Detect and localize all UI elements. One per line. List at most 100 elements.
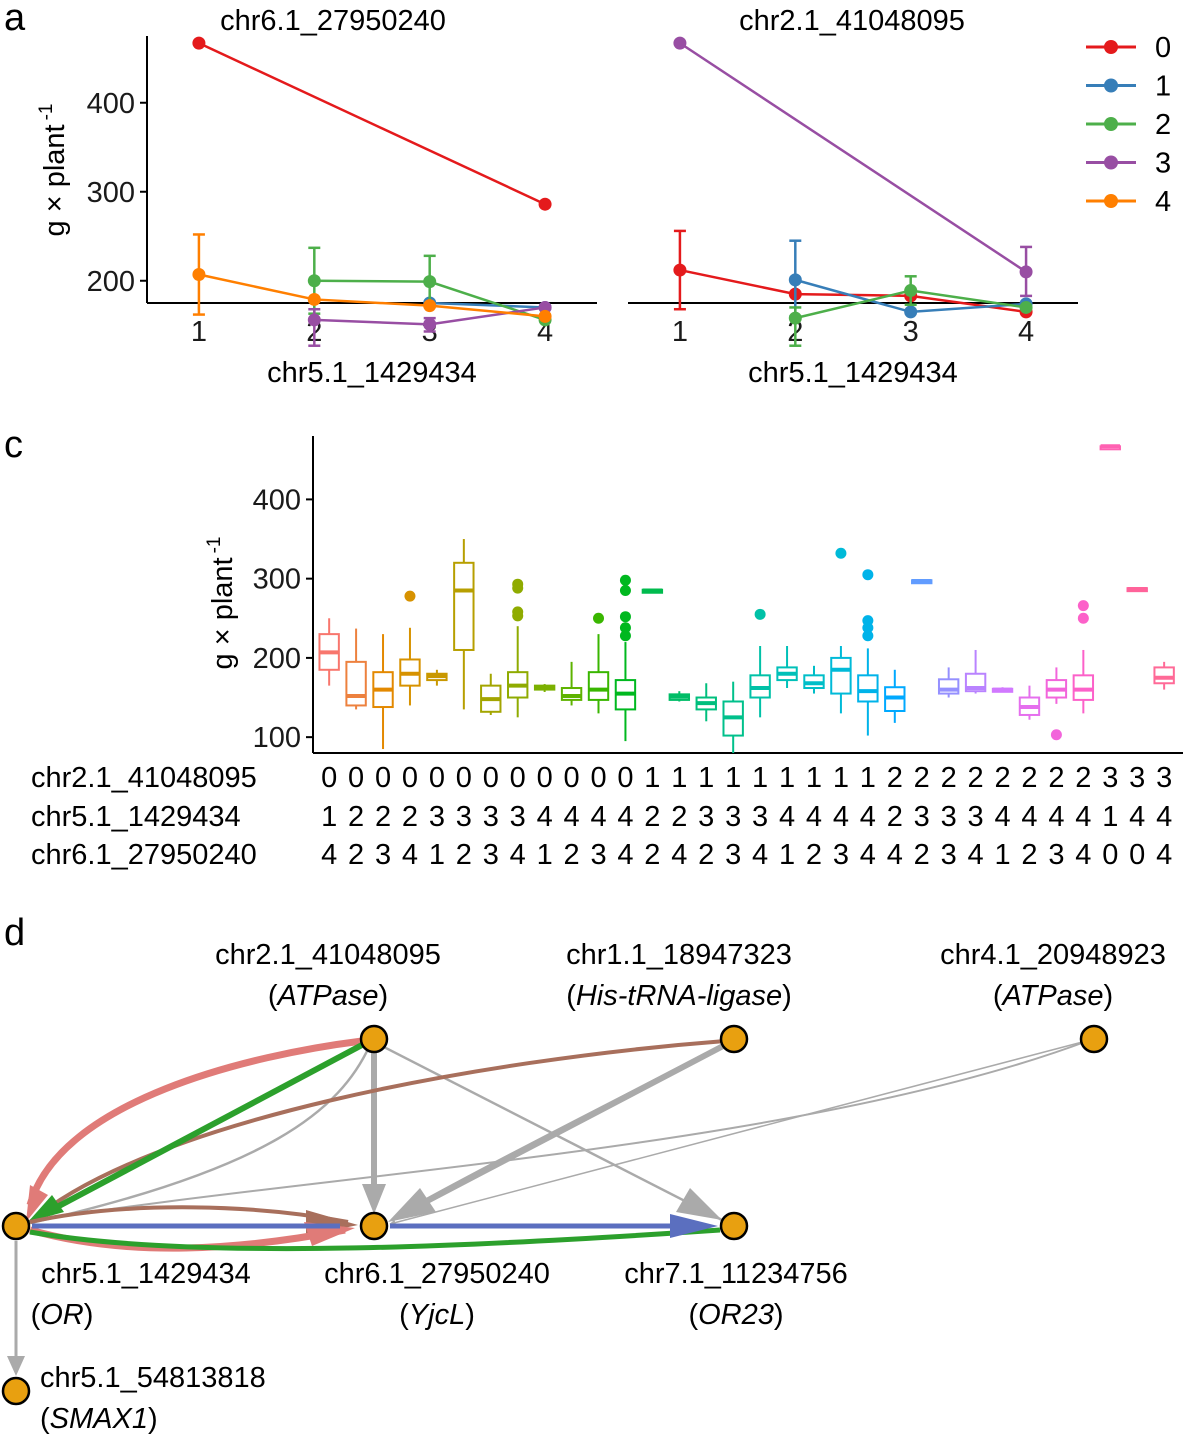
genotype-code: 4 bbox=[617, 801, 633, 833]
genotype-code: 1 bbox=[429, 839, 445, 871]
genotype-code: 3 bbox=[483, 801, 499, 833]
panel-a-left-axes bbox=[146, 36, 597, 304]
genotype-code: 3 bbox=[1129, 762, 1145, 794]
data-point-0 bbox=[192, 36, 206, 50]
legend-key-dot bbox=[1104, 155, 1118, 170]
panel-a-right-series bbox=[673, 36, 1033, 347]
genotype-code: 3 bbox=[1102, 762, 1118, 794]
genotype-code: 2 bbox=[644, 801, 660, 833]
genotype-code: 1 bbox=[1102, 801, 1118, 833]
y-tick-label: 100 bbox=[253, 722, 301, 754]
legend-label: 0 bbox=[1155, 32, 1171, 64]
genotype-code: 0 bbox=[617, 762, 633, 794]
genotype-code: 1 bbox=[779, 762, 795, 794]
panel-c-boxes bbox=[318, 444, 1175, 753]
data-point-1 bbox=[788, 273, 802, 287]
genotype-code: 4 bbox=[402, 839, 418, 871]
ylabel-sup: -1 bbox=[36, 104, 57, 121]
outlier-point bbox=[593, 612, 605, 624]
genotype-code: 3 bbox=[725, 801, 741, 833]
genotype-code: 4 bbox=[779, 801, 795, 833]
data-point-4 bbox=[307, 292, 321, 306]
genotype-code: 0 bbox=[429, 762, 445, 794]
genotype-code: 1 bbox=[994, 839, 1010, 871]
genotype-code: 4 bbox=[1075, 839, 1091, 871]
data-point-2 bbox=[1019, 300, 1033, 314]
genotype-code: 3 bbox=[590, 839, 606, 871]
box bbox=[1153, 666, 1175, 685]
edge-n2-n5-pink bbox=[26, 1037, 363, 1206]
panel-letter-d: d bbox=[4, 912, 25, 954]
genotype-code: 4 bbox=[994, 801, 1010, 833]
genotype-code: 2 bbox=[644, 839, 660, 871]
edge-n2-n7-arrowhead bbox=[676, 1188, 722, 1220]
panel-a-left-series bbox=[192, 36, 552, 347]
genotype-code: 4 bbox=[590, 801, 606, 833]
node-chr1-18947323[interactable] bbox=[719, 1024, 749, 1054]
node-chr7-11234756[interactable] bbox=[719, 1211, 749, 1241]
genotype-code: 0 bbox=[456, 762, 472, 794]
panel-letter-c: c bbox=[4, 424, 23, 466]
genotype-code: 3 bbox=[725, 839, 741, 871]
outlier-point bbox=[619, 622, 631, 634]
data-point-4 bbox=[538, 309, 552, 323]
legend: 0 1 2 3 4 bbox=[1086, 32, 1171, 218]
node-gene-label: (ATPase) bbox=[268, 980, 388, 1012]
outlier-point bbox=[404, 590, 416, 602]
genotype-code: 3 bbox=[429, 801, 445, 833]
legend-label: 2 bbox=[1155, 109, 1171, 141]
data-point-3 bbox=[423, 317, 437, 331]
genotype-code: 4 bbox=[1075, 801, 1091, 833]
node-chr4-20948923[interactable] bbox=[1079, 1024, 1109, 1054]
node-chr5-1429434[interactable] bbox=[1, 1211, 31, 1241]
genotype-code: 2 bbox=[1021, 839, 1037, 871]
node-chr5-54813818[interactable] bbox=[1, 1376, 31, 1406]
genotype-code: 1 bbox=[698, 762, 714, 794]
panel-a-left-title: chr6.1_27950240 bbox=[220, 5, 446, 37]
genotype-code: 2 bbox=[887, 762, 903, 794]
genotype-code: 3 bbox=[375, 839, 391, 871]
genotype-code: 3 bbox=[752, 801, 768, 833]
outlier-point bbox=[619, 630, 631, 642]
y-tick-label: 300 bbox=[253, 564, 301, 596]
genotype-code: 2 bbox=[914, 839, 930, 871]
genotype-code: 4 bbox=[887, 839, 903, 871]
genotype-code: 1 bbox=[860, 762, 876, 794]
genotype-code: 1 bbox=[725, 762, 741, 794]
panel-c-y-axis-title: g × plant -1 bbox=[204, 537, 239, 670]
genotype-code: 4 bbox=[617, 839, 633, 871]
outlier-point bbox=[1077, 612, 1089, 624]
edge-n1-n6-arrowhead bbox=[388, 1188, 436, 1222]
data-point-4 bbox=[192, 268, 206, 282]
genotype-row-label: chr6.1_27950240 bbox=[31, 839, 257, 871]
series-line-4 bbox=[198, 273, 546, 318]
genotype-code: 2 bbox=[564, 839, 580, 871]
edge-n5-n7-green bbox=[29, 1227, 721, 1252]
node-gene-label: (OR) bbox=[31, 1299, 94, 1331]
data-point-3 bbox=[1019, 265, 1033, 279]
genotype-code: 3 bbox=[941, 801, 957, 833]
edge-n2-n5-pink-arrowhead bbox=[26, 1185, 48, 1222]
node-chr6-27950240[interactable] bbox=[359, 1211, 389, 1241]
genotype-code: 2 bbox=[887, 801, 903, 833]
genotype-code: 1 bbox=[321, 801, 337, 833]
series-line-0 bbox=[679, 268, 1027, 314]
box bbox=[345, 660, 367, 707]
node-chr2-41048095[interactable] bbox=[359, 1024, 389, 1054]
box bbox=[830, 656, 852, 695]
edge-n1-n5-brown bbox=[28, 1039, 726, 1224]
edge-n2-n5-green bbox=[40, 1042, 364, 1218]
outlier-point bbox=[1050, 729, 1062, 741]
panel-a-left-chart: chr6.1_27950240 g × plant -1 chr5.1_14294… bbox=[36, 5, 597, 389]
x-tick-label: 1 bbox=[672, 316, 688, 348]
gene-name: YjcL bbox=[409, 1299, 465, 1331]
x-tick-label: 3 bbox=[903, 316, 919, 348]
genotype-code: 0 bbox=[590, 762, 606, 794]
outlier-point bbox=[619, 574, 631, 586]
genotype-code: 1 bbox=[752, 762, 768, 794]
genotype-code: 2 bbox=[698, 839, 714, 871]
panel-a-left-y-ticks: 200 300 400 bbox=[87, 88, 147, 298]
y-tick-label: 300 bbox=[87, 177, 135, 209]
edge-n2-n6-arrowhead bbox=[362, 1184, 386, 1214]
